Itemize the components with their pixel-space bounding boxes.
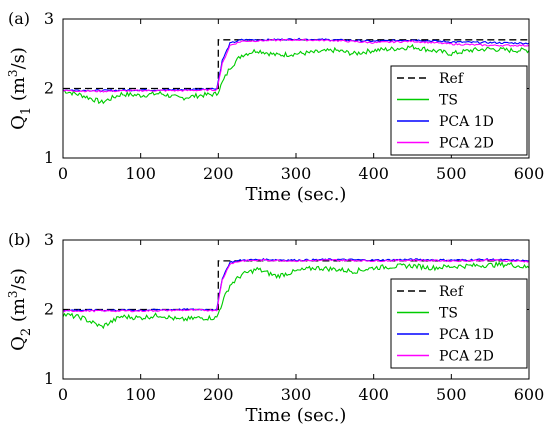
series-line-pca-2d bbox=[63, 38, 529, 93]
x-tick-label: 300 bbox=[281, 164, 312, 183]
y-tick-label: 1 bbox=[44, 369, 54, 388]
legend-entry: PCA 2D bbox=[439, 349, 494, 365]
x-tick-label: 400 bbox=[358, 385, 389, 404]
panel-label: (a) bbox=[8, 9, 30, 28]
x-tick-label: 0 bbox=[58, 164, 68, 183]
x-tick-label: 400 bbox=[358, 164, 389, 183]
legend-box bbox=[390, 65, 528, 156]
series-line-ref bbox=[63, 39, 529, 90]
series-line-ts bbox=[63, 43, 529, 105]
legend-box bbox=[390, 278, 528, 369]
y-tick-label: 3 bbox=[44, 9, 54, 28]
y-tick-label: 1 bbox=[44, 148, 54, 167]
legend-entry: TS bbox=[439, 93, 458, 109]
x-tick-label: 100 bbox=[125, 385, 156, 404]
legend-entry: PCA 1D bbox=[439, 327, 494, 343]
plot-area bbox=[63, 37, 529, 105]
plot-area bbox=[63, 257, 529, 330]
x-tick-label: 200 bbox=[203, 385, 234, 404]
series-line-ref bbox=[63, 260, 529, 311]
x-tick-label: 300 bbox=[281, 385, 312, 404]
x-tick-label: 600 bbox=[514, 385, 545, 404]
x-tick-label: 500 bbox=[436, 164, 467, 183]
legend-entry: PCA 2D bbox=[439, 136, 494, 152]
legend-entry: Ref bbox=[439, 71, 465, 87]
x-tick-label: 600 bbox=[514, 164, 545, 183]
series-line-pca-2d bbox=[63, 258, 529, 313]
y-tick-label: 3 bbox=[44, 230, 54, 249]
y-axis-label: Q1 (m3/s) bbox=[6, 47, 34, 130]
series-line-ts bbox=[63, 260, 529, 330]
legend-entry: PCA 1D bbox=[439, 114, 494, 130]
legend-entry: Ref bbox=[439, 284, 465, 300]
chart-panel-2: (b) 0 100 200 300 400 500 600 1 2 3 Time (sec.) Q2 (… bbox=[6, 230, 544, 426]
y-tick-label: 2 bbox=[44, 300, 54, 319]
x-tick-label: 200 bbox=[203, 164, 234, 183]
chart-panel-1: (a) 0 100 200 300 400 500 600 1 2 3 Time (sec.) Q1 (… bbox=[6, 9, 544, 205]
x-tick-label: 100 bbox=[125, 164, 156, 183]
x-tick-label: 0 bbox=[58, 385, 68, 404]
y-axis-label: Q2 (m3/s) bbox=[6, 268, 34, 351]
y-tick-label: 2 bbox=[44, 79, 54, 98]
x-axis-label: Time (sec.) bbox=[246, 405, 347, 426]
panel-label: (b) bbox=[8, 230, 31, 249]
legend: Ref TS PCA 1D PCA 2D bbox=[390, 65, 528, 156]
x-tick-label: 500 bbox=[436, 385, 467, 404]
legend: Ref TS PCA 1D PCA 2D bbox=[390, 278, 528, 369]
x-axis-label: Time (sec.) bbox=[246, 184, 347, 205]
legend-entry: TS bbox=[439, 306, 458, 322]
